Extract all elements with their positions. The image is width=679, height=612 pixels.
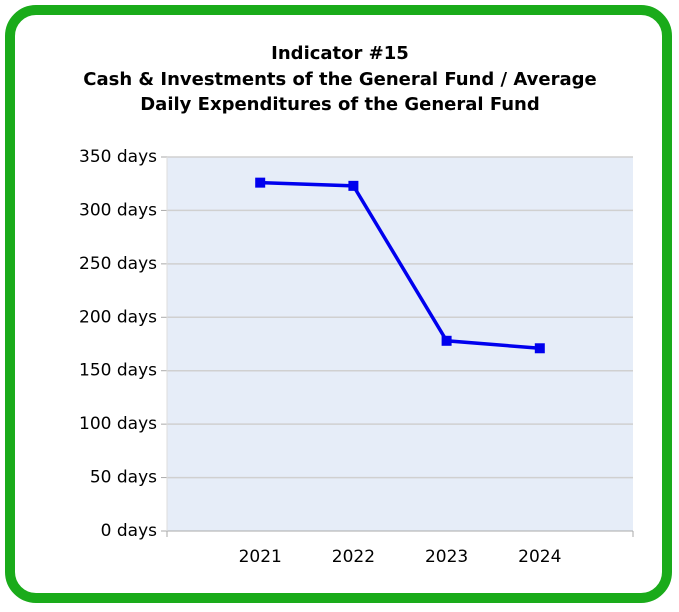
series-line (260, 180, 540, 351)
y-tick-label: 100 days (79, 414, 157, 434)
x-tick-label: 2021 (239, 547, 282, 567)
chart-subtitle: Cash & Investments of the General Fund /… (83, 69, 596, 90)
y-tick-label: 200 days (79, 307, 157, 327)
x-tick-label: 2023 (425, 547, 468, 567)
y-tick-label: 0 days (101, 521, 157, 541)
point (255, 177, 266, 188)
x-tick-label: 2024 (518, 547, 561, 567)
point (534, 343, 545, 354)
point (441, 335, 452, 346)
y-tick-label: 300 days (79, 200, 157, 220)
y-tick-label: 350 days (79, 147, 157, 167)
x-tick-label: 2022 (332, 547, 375, 567)
y-tick-label: 150 days (79, 361, 157, 381)
y-tick-label: 250 days (79, 254, 157, 274)
point (348, 180, 359, 191)
chart-subtitle: Daily Expenditures of the General Fund (140, 94, 540, 115)
chart-title: Indicator #15 (271, 43, 409, 64)
plot-area (167, 157, 633, 531)
y-tick-label: 50 days (90, 468, 157, 488)
